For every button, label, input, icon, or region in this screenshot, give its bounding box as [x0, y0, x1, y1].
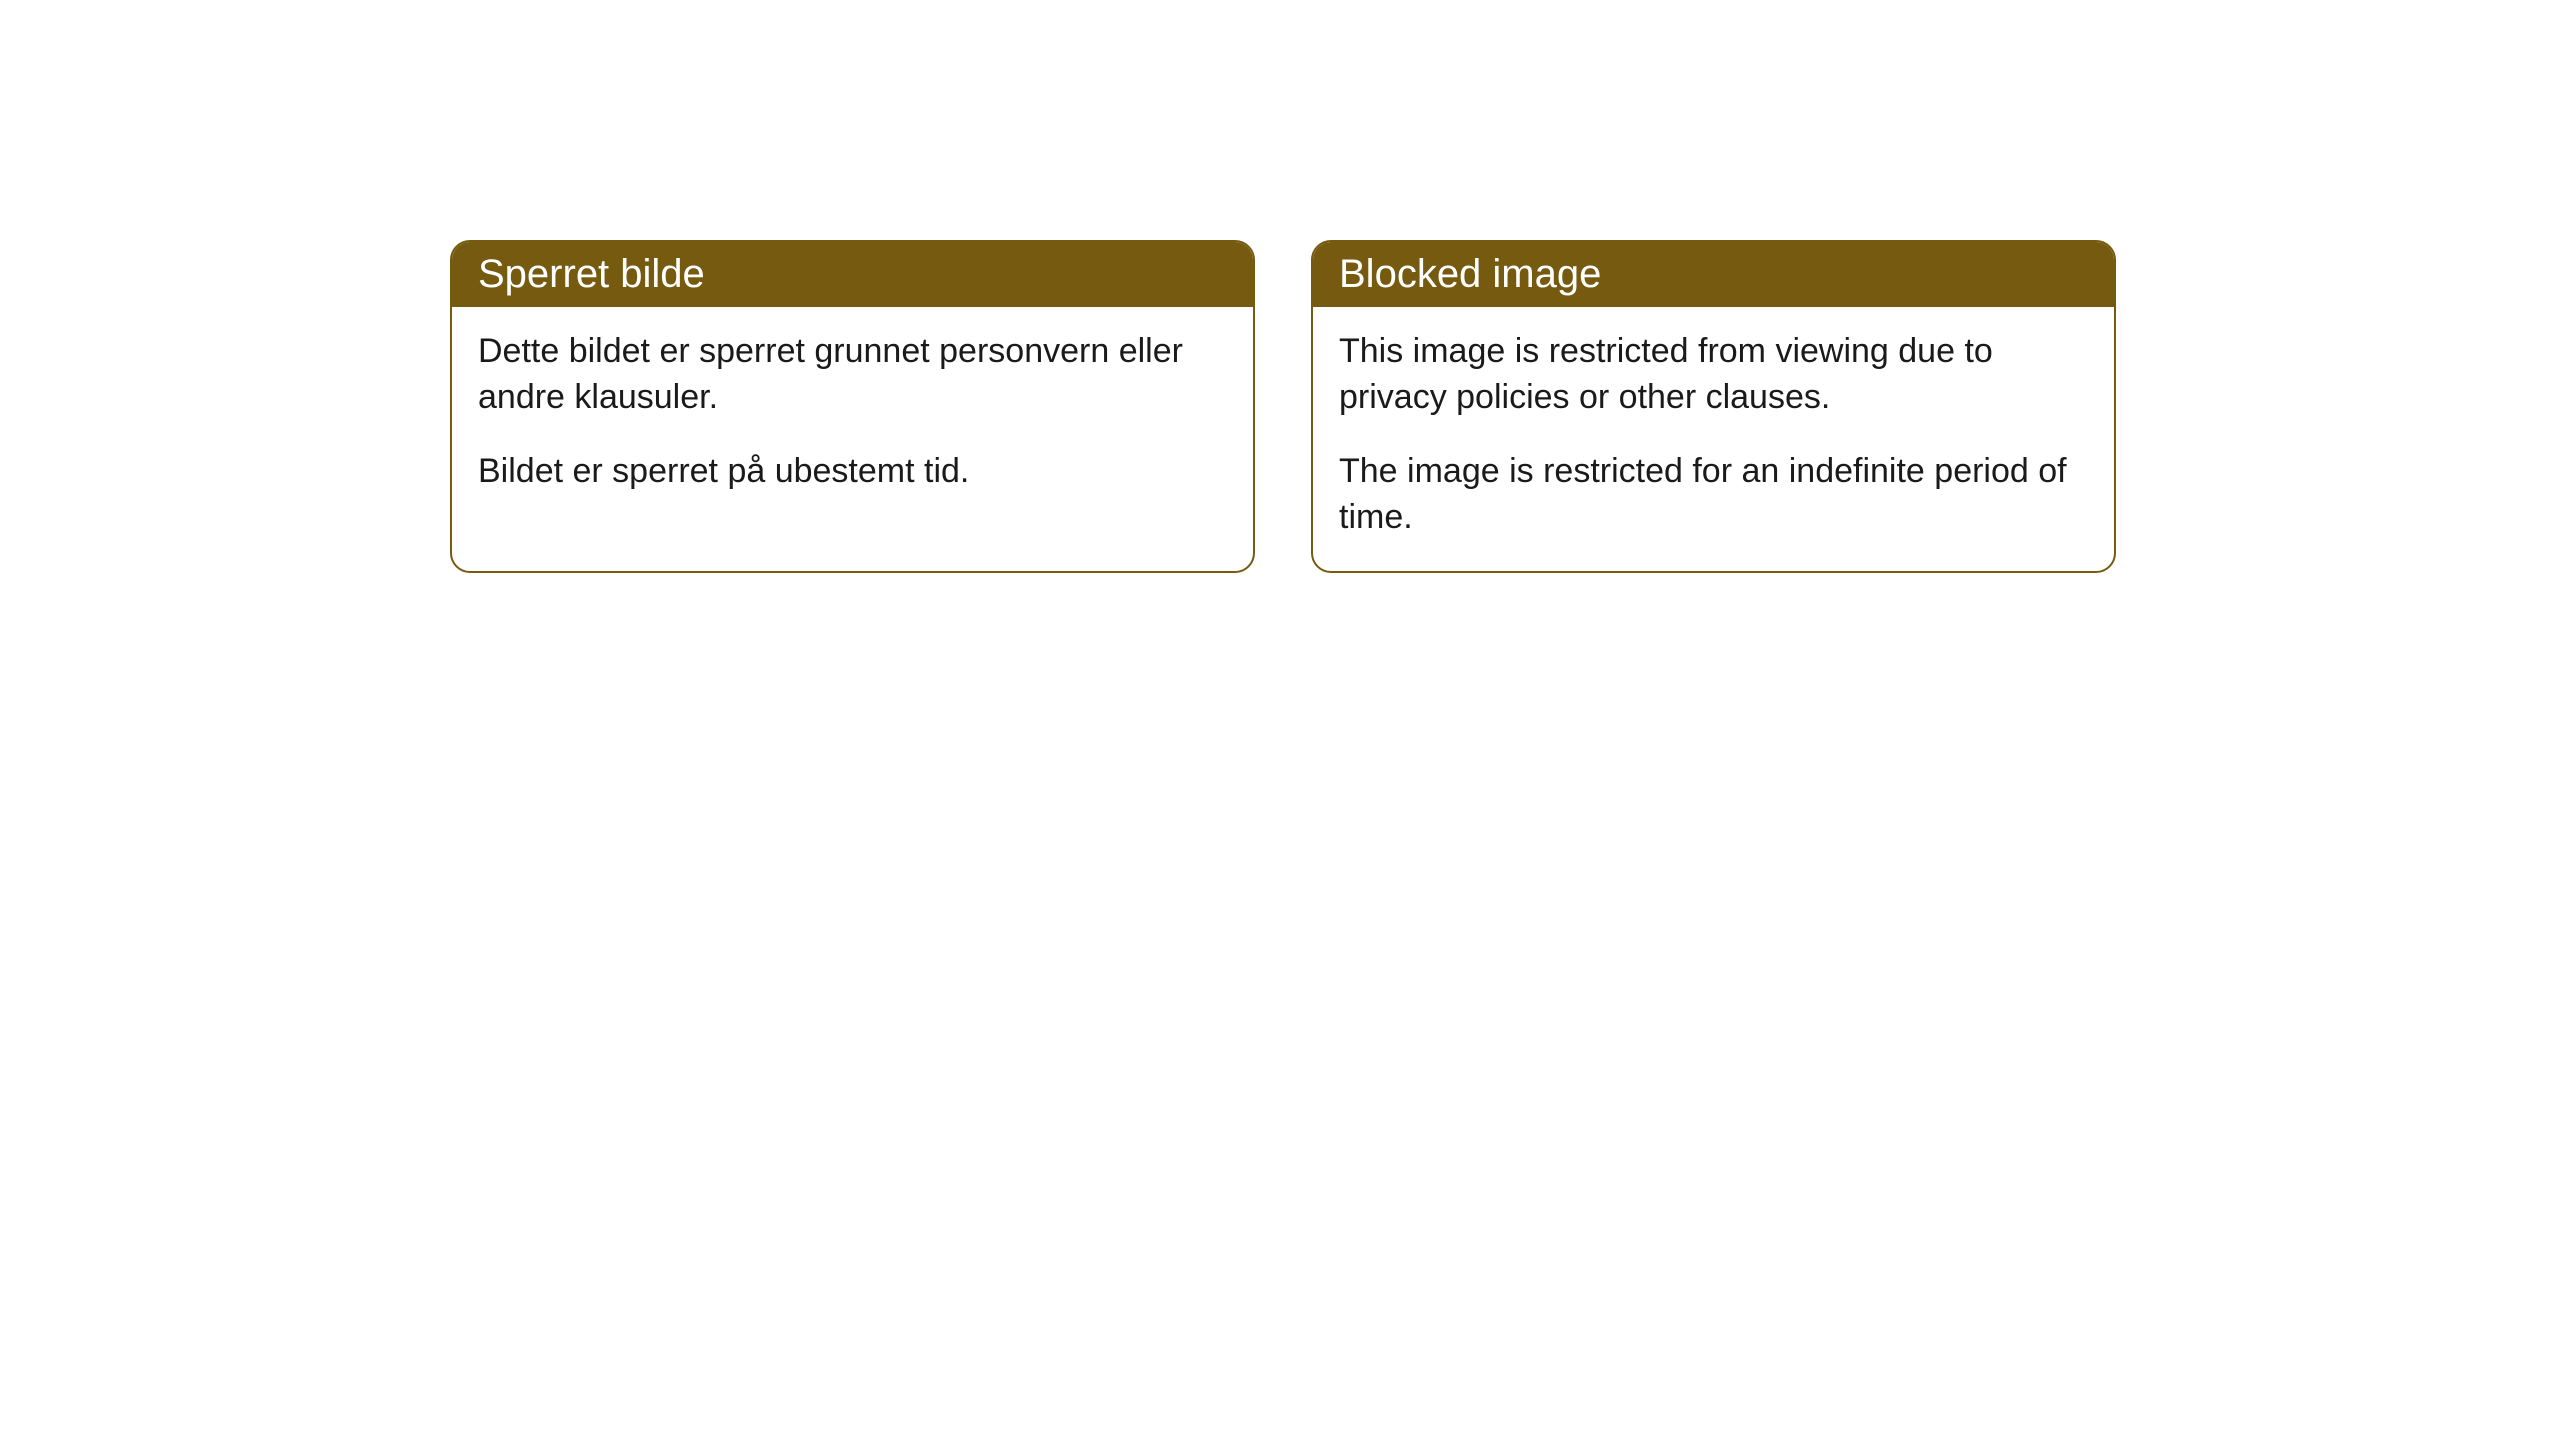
card-body: This image is restricted from viewing du… [1313, 307, 2114, 571]
notice-text-line1: This image is restricted from viewing du… [1339, 329, 2088, 421]
notice-card-english: Blocked image This image is restricted f… [1311, 240, 2116, 573]
notice-text-line2: The image is restricted for an indefinit… [1339, 449, 2088, 541]
card-title: Blocked image [1313, 242, 2114, 307]
notice-card-norwegian: Sperret bilde Dette bildet er sperret gr… [450, 240, 1255, 573]
notice-text-line2: Bildet er sperret på ubestemt tid. [478, 449, 1227, 495]
notice-container: Sperret bilde Dette bildet er sperret gr… [0, 0, 2560, 573]
notice-text-line1: Dette bildet er sperret grunnet personve… [478, 329, 1227, 421]
card-title: Sperret bilde [452, 242, 1253, 307]
card-body: Dette bildet er sperret grunnet personve… [452, 307, 1253, 525]
